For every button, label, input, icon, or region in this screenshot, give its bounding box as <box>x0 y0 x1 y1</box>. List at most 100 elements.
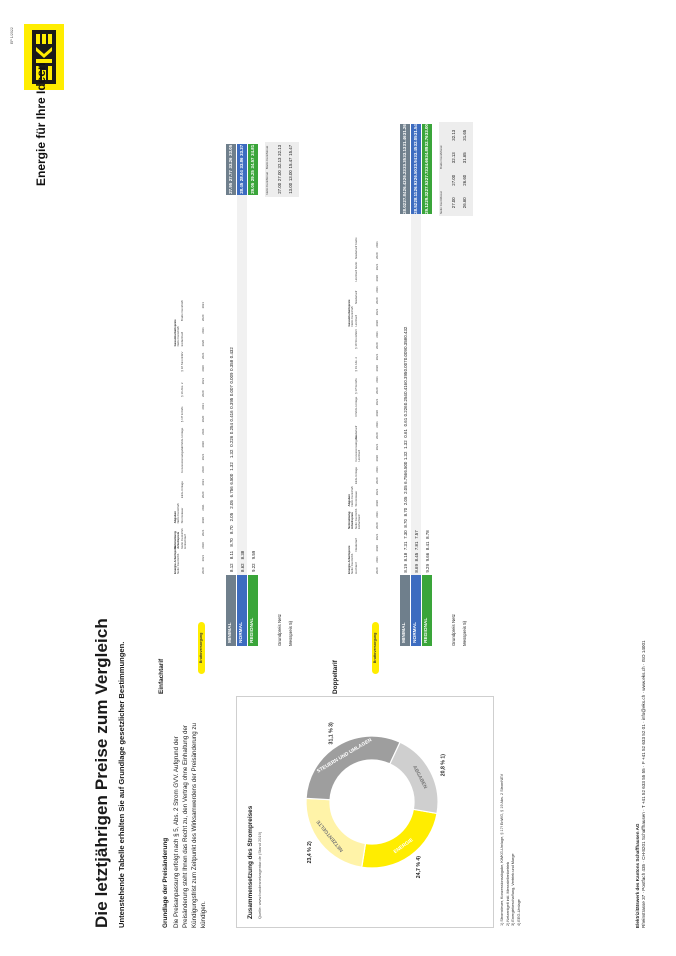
total-cell: 27.95 <box>226 181 236 195</box>
table-cell: 8.11 <box>228 550 234 560</box>
total-cell: 29.32 <box>422 191 432 203</box>
column-year: 2020 <box>375 567 379 574</box>
brutto-cell: 33.45 <box>411 146 421 158</box>
extras-panel <box>439 122 473 216</box>
extras-unit-brutto: Brutto Cent/Monat <box>439 145 443 169</box>
brutto-cell: 34.89 <box>422 146 432 158</box>
column-year: 2021 <box>375 421 379 428</box>
basis-heading: Grundlage der Preisänderung <box>162 837 169 928</box>
table-cell: 8.41 <box>424 541 430 551</box>
column-year: 2021 <box>201 377 205 385</box>
row-label: MINIMAL <box>400 575 410 646</box>
footnote-item: 1) Stromsteuer, Konzessionsabgabe, KWKG-… <box>500 773 504 926</box>
total-cell: 28.52 <box>411 202 421 214</box>
donut-pct-energie: 24,7 % 4) <box>416 856 422 878</box>
group-sub: Brutto Cent/kWh <box>179 299 184 322</box>
column-year: 2021 <box>375 331 379 338</box>
column-year: 2020 <box>375 297 379 304</box>
table-cell: 9.29 <box>424 564 430 573</box>
column-year: 2021 <box>375 488 379 496</box>
extras-net-cell: 27.00 <box>277 170 282 182</box>
donut-pct-abgaben: 20,8 % 1) <box>440 754 446 776</box>
table-cell: 9.59 <box>250 550 256 560</box>
column-year: 2021 <box>201 504 205 511</box>
footnotes: 1) Stromsteuer, Konzessionsabgabe, KWKG-… <box>500 766 522 926</box>
column-year: 2021 <box>375 533 379 541</box>
total-cell: 29.25 <box>248 169 258 182</box>
total-cell: 28.02 <box>400 202 410 214</box>
table-cell: 7.30 <box>402 530 408 539</box>
table-cell: 1.32 <box>228 449 234 459</box>
table-cell: 8.70 <box>402 507 408 517</box>
group-sub: Niedertarif brutto <box>353 237 358 259</box>
brutto-cell: 34.81 <box>248 144 258 157</box>
column-year: 2021 <box>375 443 379 451</box>
extras-net-cell: 26.60 <box>462 174 467 186</box>
table-cell: 7.57 <box>413 530 419 539</box>
column-year: 2021 <box>201 327 205 334</box>
table-cell: 8.19 <box>402 564 408 573</box>
reference-code: EP 1/2022 <box>10 27 14 44</box>
table-cell: 6.500 <box>228 473 234 485</box>
basis-body: Die Preisanpassung erfolgt nach § 5, Abs… <box>173 723 207 928</box>
row-label: REGIONAL <box>422 575 432 646</box>
table-cell: 0.432 <box>402 326 408 338</box>
table-cell: 8.45 <box>413 552 419 562</box>
column-year: 2020 <box>375 252 379 259</box>
footer: Elektrizitätswerk des Kantons Schaffhaus… <box>635 368 647 928</box>
table-cell: 0.416 <box>402 382 408 394</box>
column-year: 2020 <box>375 477 379 484</box>
table-cell: 0.395 <box>228 397 234 409</box>
total-cell: 26.50 <box>411 169 421 181</box>
total-cell: 26.43 <box>400 180 410 192</box>
donut-pct-steuern-und-umlagen: 31,1 % 3) <box>328 722 334 744</box>
table-cell: 1.32 <box>402 451 408 461</box>
brutto-cell: 34.66 <box>422 157 432 169</box>
column-year: 2021 <box>375 398 379 406</box>
table-cell: 6.500 <box>402 461 408 473</box>
extras-net-cell: 27.00 <box>451 197 456 209</box>
column-group-header: Brutto Cent/kWh <box>174 290 184 321</box>
column-year: 2020 <box>375 432 379 439</box>
tables-area: Einfachtarif Bruttoversorgung Energie-Arbe… <box>150 4 630 694</box>
column-year: 2020 <box>201 339 205 347</box>
extras-brutto-cell: 32.13 <box>277 144 282 156</box>
brutto-cell: 33.35 <box>400 157 410 169</box>
footer-address: Rheinstrasse 37 · Postfach 435 · CH-8201… <box>641 640 647 928</box>
row-label: NORMAL <box>237 575 247 646</box>
brutto-cell: 31.54 <box>411 124 421 136</box>
column-group-header: Niedertarif brutto <box>348 231 358 259</box>
extras-net-cell: 13.00 <box>288 182 293 194</box>
total-cell: 29.05 <box>248 181 258 195</box>
column-year: 2020 <box>375 522 379 529</box>
table-cell: 8.18 <box>402 552 408 562</box>
brutto-cell: 33.37 <box>237 144 247 157</box>
column-year: 2021 <box>201 453 205 461</box>
tagline: Energie für Ihre Ideen <box>34 62 48 186</box>
table-cell: 0.61 <box>402 417 408 427</box>
table-cell: 0.254 <box>228 423 234 435</box>
column-year: 2021 <box>375 308 379 316</box>
column-year: 2020 <box>201 567 205 574</box>
brutto-cell: 33.05 <box>226 144 236 157</box>
column-year: 2020 <box>375 545 379 552</box>
brutto-cell: 31.26 <box>400 124 410 136</box>
column-year: 2021 <box>375 353 379 361</box>
column-year: 2020 <box>201 542 205 549</box>
total-cell: 27.53 <box>422 180 432 192</box>
donut-segment-abgaben <box>389 741 439 815</box>
extras-net-cell: 13.00 <box>288 170 293 182</box>
table-cell: 8.70 <box>402 519 408 528</box>
table-cell: 0.358 <box>402 337 408 349</box>
table-doppeltarif: Doppeltarif Bruttoversorgung Energie-Arbei… <box>330 4 480 694</box>
column-year: 2021 <box>201 428 205 435</box>
row-label: NORMAL <box>411 575 421 646</box>
table-cell: 0.432 <box>228 347 234 359</box>
extras-label: Grundpreis Netz <box>451 614 456 646</box>
brutto-cell: 33.13 <box>400 146 410 158</box>
column-year: 2021 <box>375 241 379 248</box>
table-cell: 8.78 <box>424 530 430 539</box>
column-year: 2020 <box>201 365 205 372</box>
